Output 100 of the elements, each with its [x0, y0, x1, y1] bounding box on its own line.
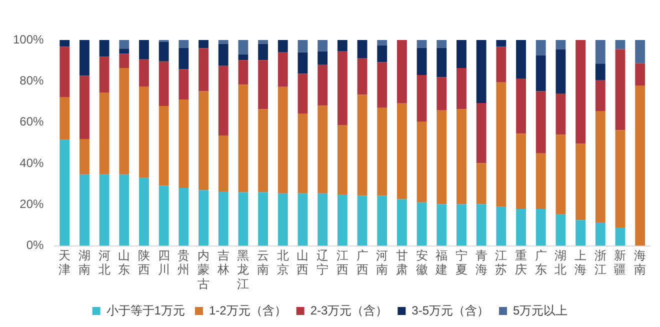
- bar: [357, 40, 368, 58]
- bar: [595, 111, 606, 223]
- bar: [396, 40, 407, 104]
- bar: [615, 130, 626, 228]
- bar: [158, 186, 169, 246]
- x-tick-label: 甘肃: [396, 248, 408, 277]
- bar: [456, 68, 466, 110]
- x-tick-label: 安徽: [416, 248, 428, 277]
- bar: [99, 56, 110, 92]
- y-tick-label: 80%: [20, 73, 44, 88]
- bar: [79, 40, 90, 76]
- bar: [139, 178, 149, 246]
- bar: [496, 82, 506, 207]
- bar: [258, 60, 268, 110]
- x-tick-label: 陕西: [138, 248, 150, 277]
- bar: [556, 214, 566, 246]
- bar: [416, 74, 427, 122]
- bar: [337, 51, 348, 125]
- bar: [595, 40, 606, 64]
- bar: [635, 85, 646, 246]
- bar: [337, 124, 348, 195]
- bar: [416, 202, 427, 246]
- bar: [536, 153, 546, 209]
- bar: [238, 40, 248, 54]
- bar: [357, 58, 368, 95]
- bar: [258, 109, 268, 192]
- y-tick-label: 100%: [12, 32, 44, 46]
- bar: [119, 68, 130, 174]
- bar: [318, 193, 328, 246]
- bar: [595, 80, 606, 111]
- bar: [536, 91, 546, 154]
- legend-label: 5万元以上: [513, 303, 568, 318]
- bar: [416, 121, 427, 202]
- bar: [456, 109, 466, 204]
- bar: [556, 49, 566, 94]
- bar: [377, 62, 388, 108]
- bar: [436, 77, 447, 110]
- bar: [198, 48, 208, 92]
- bar: [456, 204, 466, 246]
- bar: [496, 46, 506, 82]
- bar: [556, 94, 566, 135]
- bar: [119, 174, 130, 246]
- legend-label: 3-5万元（含）: [412, 303, 490, 318]
- bar: [178, 188, 189, 246]
- bar: [496, 206, 506, 246]
- bar: [158, 42, 169, 62]
- x-tick-label: 山东: [118, 248, 130, 277]
- y-tick-label: 0%: [26, 238, 44, 252]
- bar: [436, 48, 447, 78]
- bar: [556, 40, 566, 50]
- bar: [178, 99, 189, 188]
- x-tick-label: 河北: [98, 248, 110, 277]
- bar: [178, 48, 189, 70]
- x-tick-label: 天津: [58, 248, 71, 277]
- bar: [476, 102, 486, 164]
- bar: [218, 40, 228, 44]
- bar: [337, 40, 348, 52]
- bar: [278, 86, 288, 194]
- bar: [635, 63, 646, 86]
- bar: [357, 196, 368, 246]
- bar: [416, 48, 427, 75]
- bar: [536, 55, 546, 92]
- bar: [416, 40, 427, 48]
- bar: [298, 193, 308, 246]
- bar: [318, 51, 328, 65]
- bar: [536, 208, 546, 246]
- bar: [436, 110, 447, 204]
- bar: [198, 91, 208, 190]
- bar: [139, 59, 149, 87]
- bar: [456, 40, 466, 68]
- bar: [278, 193, 288, 246]
- x-tick-label: 江苏: [495, 248, 508, 277]
- x-tick-label: 海南: [634, 248, 646, 277]
- bar: [377, 45, 388, 62]
- bar: [178, 69, 189, 100]
- x-tick-label: 黑龙江: [237, 248, 250, 292]
- x-tick-label: 湖南: [78, 248, 90, 277]
- x-tick-label: 吉林: [216, 248, 230, 277]
- bar: [298, 74, 308, 114]
- bar: [218, 135, 228, 192]
- x-tick-label: 宁夏: [455, 248, 468, 277]
- bar: [238, 60, 248, 85]
- legend-label: 1-2万元（含）: [208, 303, 286, 318]
- x-tick-label: 上海: [574, 248, 587, 277]
- bar: [615, 227, 626, 246]
- bar: [198, 190, 208, 246]
- x-tick-label: 辽宁: [316, 248, 329, 277]
- bar: [377, 108, 388, 196]
- x-tick-label: 青海: [475, 248, 488, 277]
- bar: [119, 48, 130, 54]
- bar: [635, 40, 646, 64]
- bar: [298, 40, 308, 52]
- legend-label: 小于等于1万元: [106, 303, 185, 318]
- bar: [99, 92, 110, 174]
- x-tick-label: 内蒙古: [198, 248, 210, 292]
- bar: [79, 174, 90, 246]
- bar: [218, 66, 228, 136]
- bar: [158, 61, 169, 106]
- bar: [119, 54, 130, 68]
- bar: [516, 134, 526, 209]
